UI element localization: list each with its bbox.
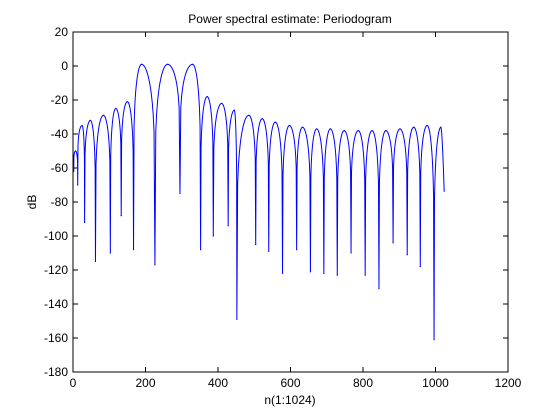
series-peak-point	[221, 102, 223, 104]
series-null-point	[94, 260, 97, 263]
series-null-point	[268, 250, 270, 252]
y-tick-label: -160	[44, 331, 68, 345]
x-tick-label: 800	[353, 376, 373, 390]
series-peak-point	[126, 101, 128, 103]
series-peak-point	[233, 109, 235, 111]
series-null-point	[77, 184, 79, 186]
x-tick-label: 200	[135, 376, 155, 390]
series-null-point	[179, 192, 181, 195]
series-null-point	[227, 225, 229, 227]
series-null-point	[419, 266, 421, 268]
y-tick-label: -180	[44, 365, 68, 379]
series-peak-point	[248, 114, 250, 116]
x-tick-label: 0	[70, 376, 77, 390]
x-axis: 0 200 400 600 800 1000 1200	[70, 32, 522, 390]
chart-title: Power spectral estimate: Periodogram	[188, 12, 391, 26]
series-peak-point	[89, 119, 91, 121]
series-null-point	[336, 274, 338, 276]
y-tick-label: -80	[51, 195, 69, 209]
x-tick-label: 1200	[495, 376, 522, 390]
series-peak-point	[301, 126, 304, 128]
series-peak-point	[192, 63, 194, 65]
series-null-point	[378, 288, 380, 290]
series-null-point	[236, 318, 238, 320]
series-peak-point	[440, 126, 442, 128]
y-tick-label: -40	[51, 127, 69, 141]
series-null-point	[120, 215, 122, 217]
y-tick-label: -100	[44, 229, 68, 243]
series-null-point	[281, 272, 284, 274]
series-peak-point	[385, 130, 387, 132]
series-null-point	[392, 242, 394, 244]
series-null-point	[84, 221, 86, 223]
x-tick-label: 400	[208, 376, 228, 390]
series-null-point	[132, 249, 135, 251]
x-axis-label: n(1:1024)	[264, 393, 315, 407]
series-null-point	[323, 272, 325, 274]
series-null-point	[154, 264, 156, 266]
series-peak-point	[140, 63, 143, 65]
series-peak-point	[329, 128, 331, 130]
y-tick-label: -140	[44, 297, 68, 311]
y-axis-label: dB	[25, 195, 39, 210]
x-tick-label: 600	[280, 376, 300, 390]
series-null-point	[255, 243, 257, 246]
series-peak-point	[74, 150, 77, 152]
series-peak-point	[357, 130, 359, 132]
y-axis: 20 0 -20 -40 -60 -80 -100 -120 -140 -160 -180	[44, 25, 508, 379]
series-null-point	[406, 254, 408, 256]
series-peak-point	[102, 114, 105, 116]
series-peak-point	[316, 128, 318, 130]
y-tick-label: 0	[61, 59, 68, 73]
series-null-point	[364, 274, 366, 276]
y-tick-label: 20	[55, 25, 69, 39]
series-null-point	[309, 271, 312, 273]
series-peak-point	[261, 118, 263, 120]
series-null-point	[350, 252, 352, 254]
series-peak-point	[288, 124, 291, 127]
series-peak-point	[343, 130, 345, 132]
y-tick-label: -120	[44, 263, 68, 277]
series-peak-point	[399, 128, 401, 130]
plot-area	[72, 31, 509, 373]
series-null-point	[200, 249, 202, 251]
y-tick-label: -60	[51, 161, 69, 175]
series-peak-point	[371, 130, 373, 132]
series-null-point	[212, 235, 214, 237]
series-peak-point	[81, 124, 83, 127]
series-null-point	[433, 339, 435, 341]
x-tick-label: 1000	[422, 376, 449, 390]
series-peak-point	[274, 121, 276, 123]
series-peak-point	[206, 96, 208, 98]
series-peak-point	[426, 124, 428, 127]
series-null-point	[73, 170, 75, 172]
series-peak-point	[167, 63, 169, 65]
series-peak-point	[413, 126, 415, 128]
y-tick-label: -20	[51, 93, 69, 107]
series-null-point	[109, 252, 111, 254]
series-null-point	[296, 249, 298, 251]
series-peak-point	[115, 107, 117, 110]
